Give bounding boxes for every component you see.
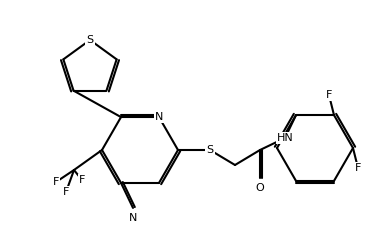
- Text: F: F: [326, 90, 332, 100]
- Text: HN: HN: [277, 133, 293, 143]
- Text: S: S: [86, 35, 94, 45]
- Text: F: F: [63, 187, 69, 197]
- Text: S: S: [206, 145, 214, 155]
- Text: F: F: [79, 175, 85, 185]
- Text: F: F: [355, 163, 361, 173]
- Text: O: O: [256, 183, 264, 193]
- Text: N: N: [155, 112, 163, 122]
- Text: N: N: [129, 213, 137, 223]
- Text: F: F: [53, 177, 59, 187]
